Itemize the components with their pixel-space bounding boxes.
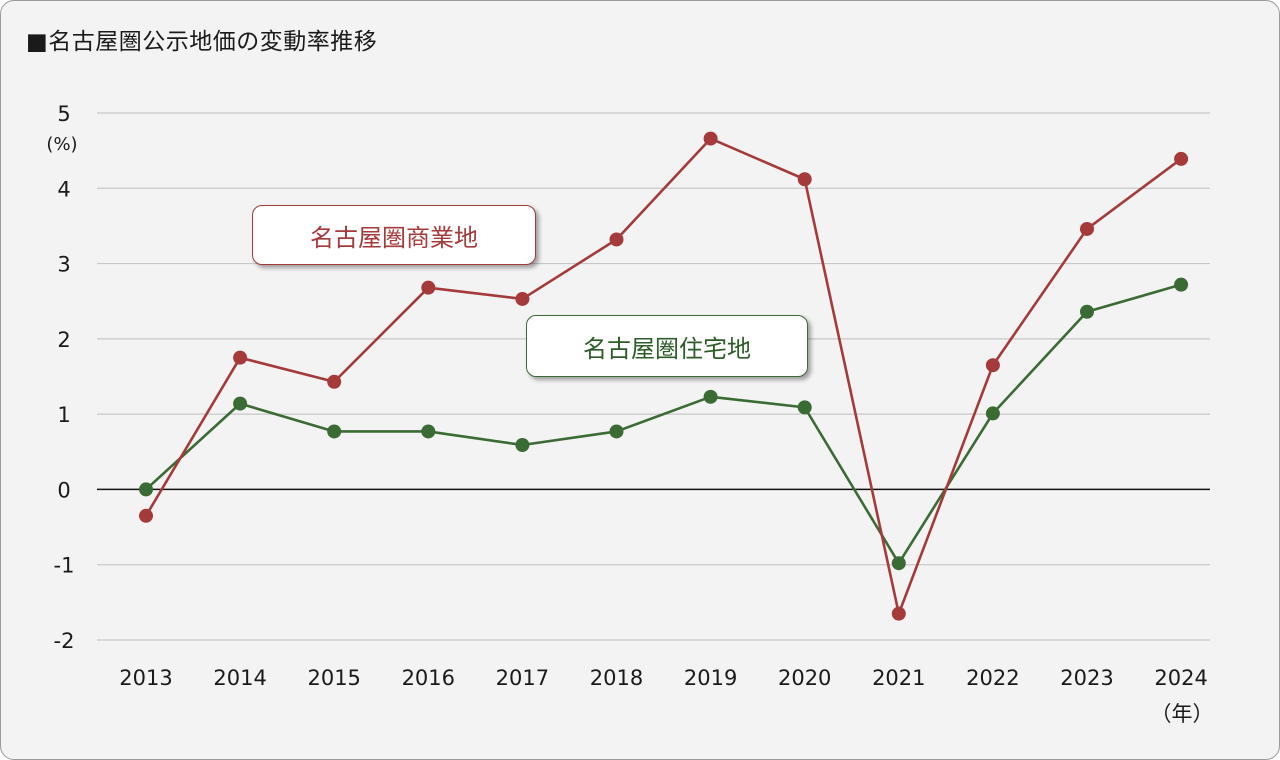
data-point-commercial [139,508,153,523]
x-tick-label: 2018 [590,666,643,690]
data-point-commercial [327,374,342,389]
y-tick-label: -1 [54,554,75,578]
x-tick-label: 2017 [496,666,549,690]
x-axis-ticks: 2013 2014 2015 2016 2017 2018 2019 2020 2021 2022… [119,666,1208,690]
data-point-commercial [985,358,1000,373]
y-tick-label: 1 [57,403,70,427]
x-tick-label: 2016 [402,666,455,690]
data-point-commercial [515,291,530,306]
data-point-commercial [421,280,436,295]
x-tick-label: 2021 [872,666,925,690]
series-label-commercial: 名古屋圏商業地 [252,205,536,265]
y-axis-ticks: 5 4 3 2 1 0 -1 -2 [54,102,75,653]
data-point-commercial [703,131,718,146]
x-tick-label: 2024 [1154,666,1207,690]
data-point-residential [515,438,530,453]
data-point-residential [327,424,342,439]
data-point-commercial [891,606,906,621]
data-point-commercial [797,172,812,187]
data-point-residential [891,556,906,571]
data-point-commercial [1080,221,1094,236]
series-points [139,131,1189,621]
x-tick-label: 2015 [307,666,360,690]
series-line-residential [145,283,1182,565]
y-tick-label: 3 [57,253,70,277]
y-tick-label: 4 [57,177,70,201]
data-point-residential [233,396,248,411]
x-tick-label: 2014 [213,666,266,690]
x-axis-unit: （年） [1151,702,1214,726]
data-point-residential [1174,277,1189,292]
x-tick-label: 2022 [966,666,1019,690]
y-tick-label: 5 [57,102,70,126]
x-tick-label: 2020 [778,666,831,690]
x-tick-label: 2023 [1060,666,1113,690]
data-point-commercial [233,350,248,365]
data-point-commercial [1174,151,1189,166]
series-label-residential: 名古屋圏住宅地 [526,315,808,377]
series-line-commercial [144,137,1182,615]
data-point-commercial [609,232,624,247]
chart-title: ■名古屋圏公示地価の変動率推移 [26,29,378,55]
data-point-residential [609,424,624,439]
series-lines [144,137,1182,615]
data-point-residential [1080,304,1094,319]
y-axis-unit: (%) [46,134,77,155]
data-point-residential [797,400,812,415]
y-tick-label: -2 [54,629,75,653]
x-tick-label: 2013 [119,666,172,690]
data-point-residential [421,424,436,439]
data-point-residential [985,406,1000,421]
grid-lines [97,112,1210,641]
y-tick-label: 2 [57,328,70,352]
data-point-residential [139,482,153,497]
x-tick-label: 2019 [684,666,737,690]
y-tick-label: 0 [57,478,70,502]
data-point-residential [703,389,718,404]
